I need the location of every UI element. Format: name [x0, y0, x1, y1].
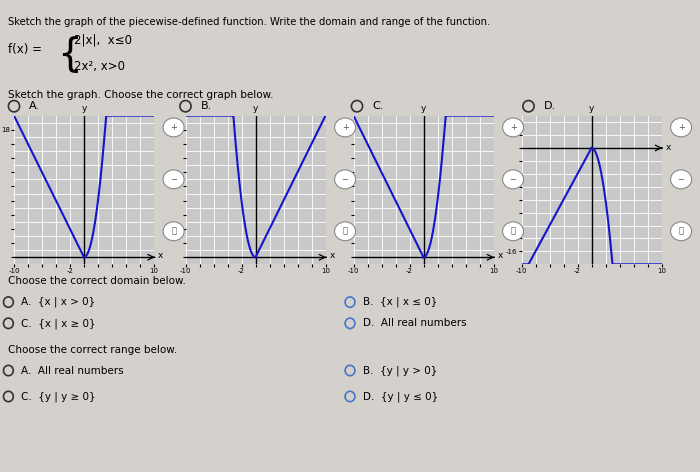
Text: −: − [510, 175, 517, 184]
Text: C.  {y | y ≥ 0}: C. {y | y ≥ 0} [21, 391, 96, 402]
Text: y: y [253, 104, 258, 113]
Text: +: + [170, 123, 177, 132]
Text: −: − [678, 175, 685, 184]
Text: x: x [666, 143, 671, 152]
Text: B.: B. [201, 101, 212, 111]
Text: y: y [81, 104, 87, 113]
Text: x: x [158, 251, 164, 260]
Text: y: y [421, 104, 426, 113]
Text: y: y [589, 104, 594, 113]
Text: D.  All real numbers: D. All real numbers [363, 318, 466, 329]
Text: ⧉: ⧉ [342, 227, 348, 236]
Text: ⧉: ⧉ [678, 227, 684, 236]
Text: x: x [498, 251, 503, 260]
Text: D.  {y | y ≤ 0}: D. {y | y ≤ 0} [363, 391, 438, 402]
Text: Sketch the graph. Choose the correct graph below.: Sketch the graph. Choose the correct gra… [8, 90, 274, 100]
Text: D.: D. [544, 101, 556, 111]
Text: {: { [57, 35, 82, 73]
Text: +: + [510, 123, 517, 132]
Text: A.: A. [29, 101, 41, 111]
Text: Choose the correct range below.: Choose the correct range below. [8, 345, 178, 354]
Text: Sketch the graph of the piecewise-defined function. Write the domain and range o: Sketch the graph of the piecewise-define… [8, 17, 491, 26]
Text: A.  {x | x > 0}: A. {x | x > 0} [21, 297, 95, 307]
Text: ⧉: ⧉ [510, 227, 516, 236]
Text: +: + [678, 123, 685, 132]
Text: x: x [330, 251, 335, 260]
Text: ⧉: ⧉ [171, 227, 176, 236]
Text: A.  All real numbers: A. All real numbers [21, 365, 124, 376]
Text: Choose the correct domain below.: Choose the correct domain below. [8, 276, 186, 286]
Text: B.  {y | y > 0}: B. {y | y > 0} [363, 365, 437, 376]
Text: 2x², x>0: 2x², x>0 [74, 59, 125, 73]
Text: f(x) =: f(x) = [8, 43, 43, 56]
Text: +: + [342, 123, 349, 132]
Text: B.  {x | x ≤ 0}: B. {x | x ≤ 0} [363, 297, 437, 307]
Text: C.: C. [372, 101, 384, 111]
Text: −: − [342, 175, 349, 184]
Text: 2|x|,  x≤0: 2|x|, x≤0 [74, 34, 132, 47]
Text: C.  {x | x ≥ 0}: C. {x | x ≥ 0} [21, 318, 96, 329]
Text: −: − [170, 175, 177, 184]
